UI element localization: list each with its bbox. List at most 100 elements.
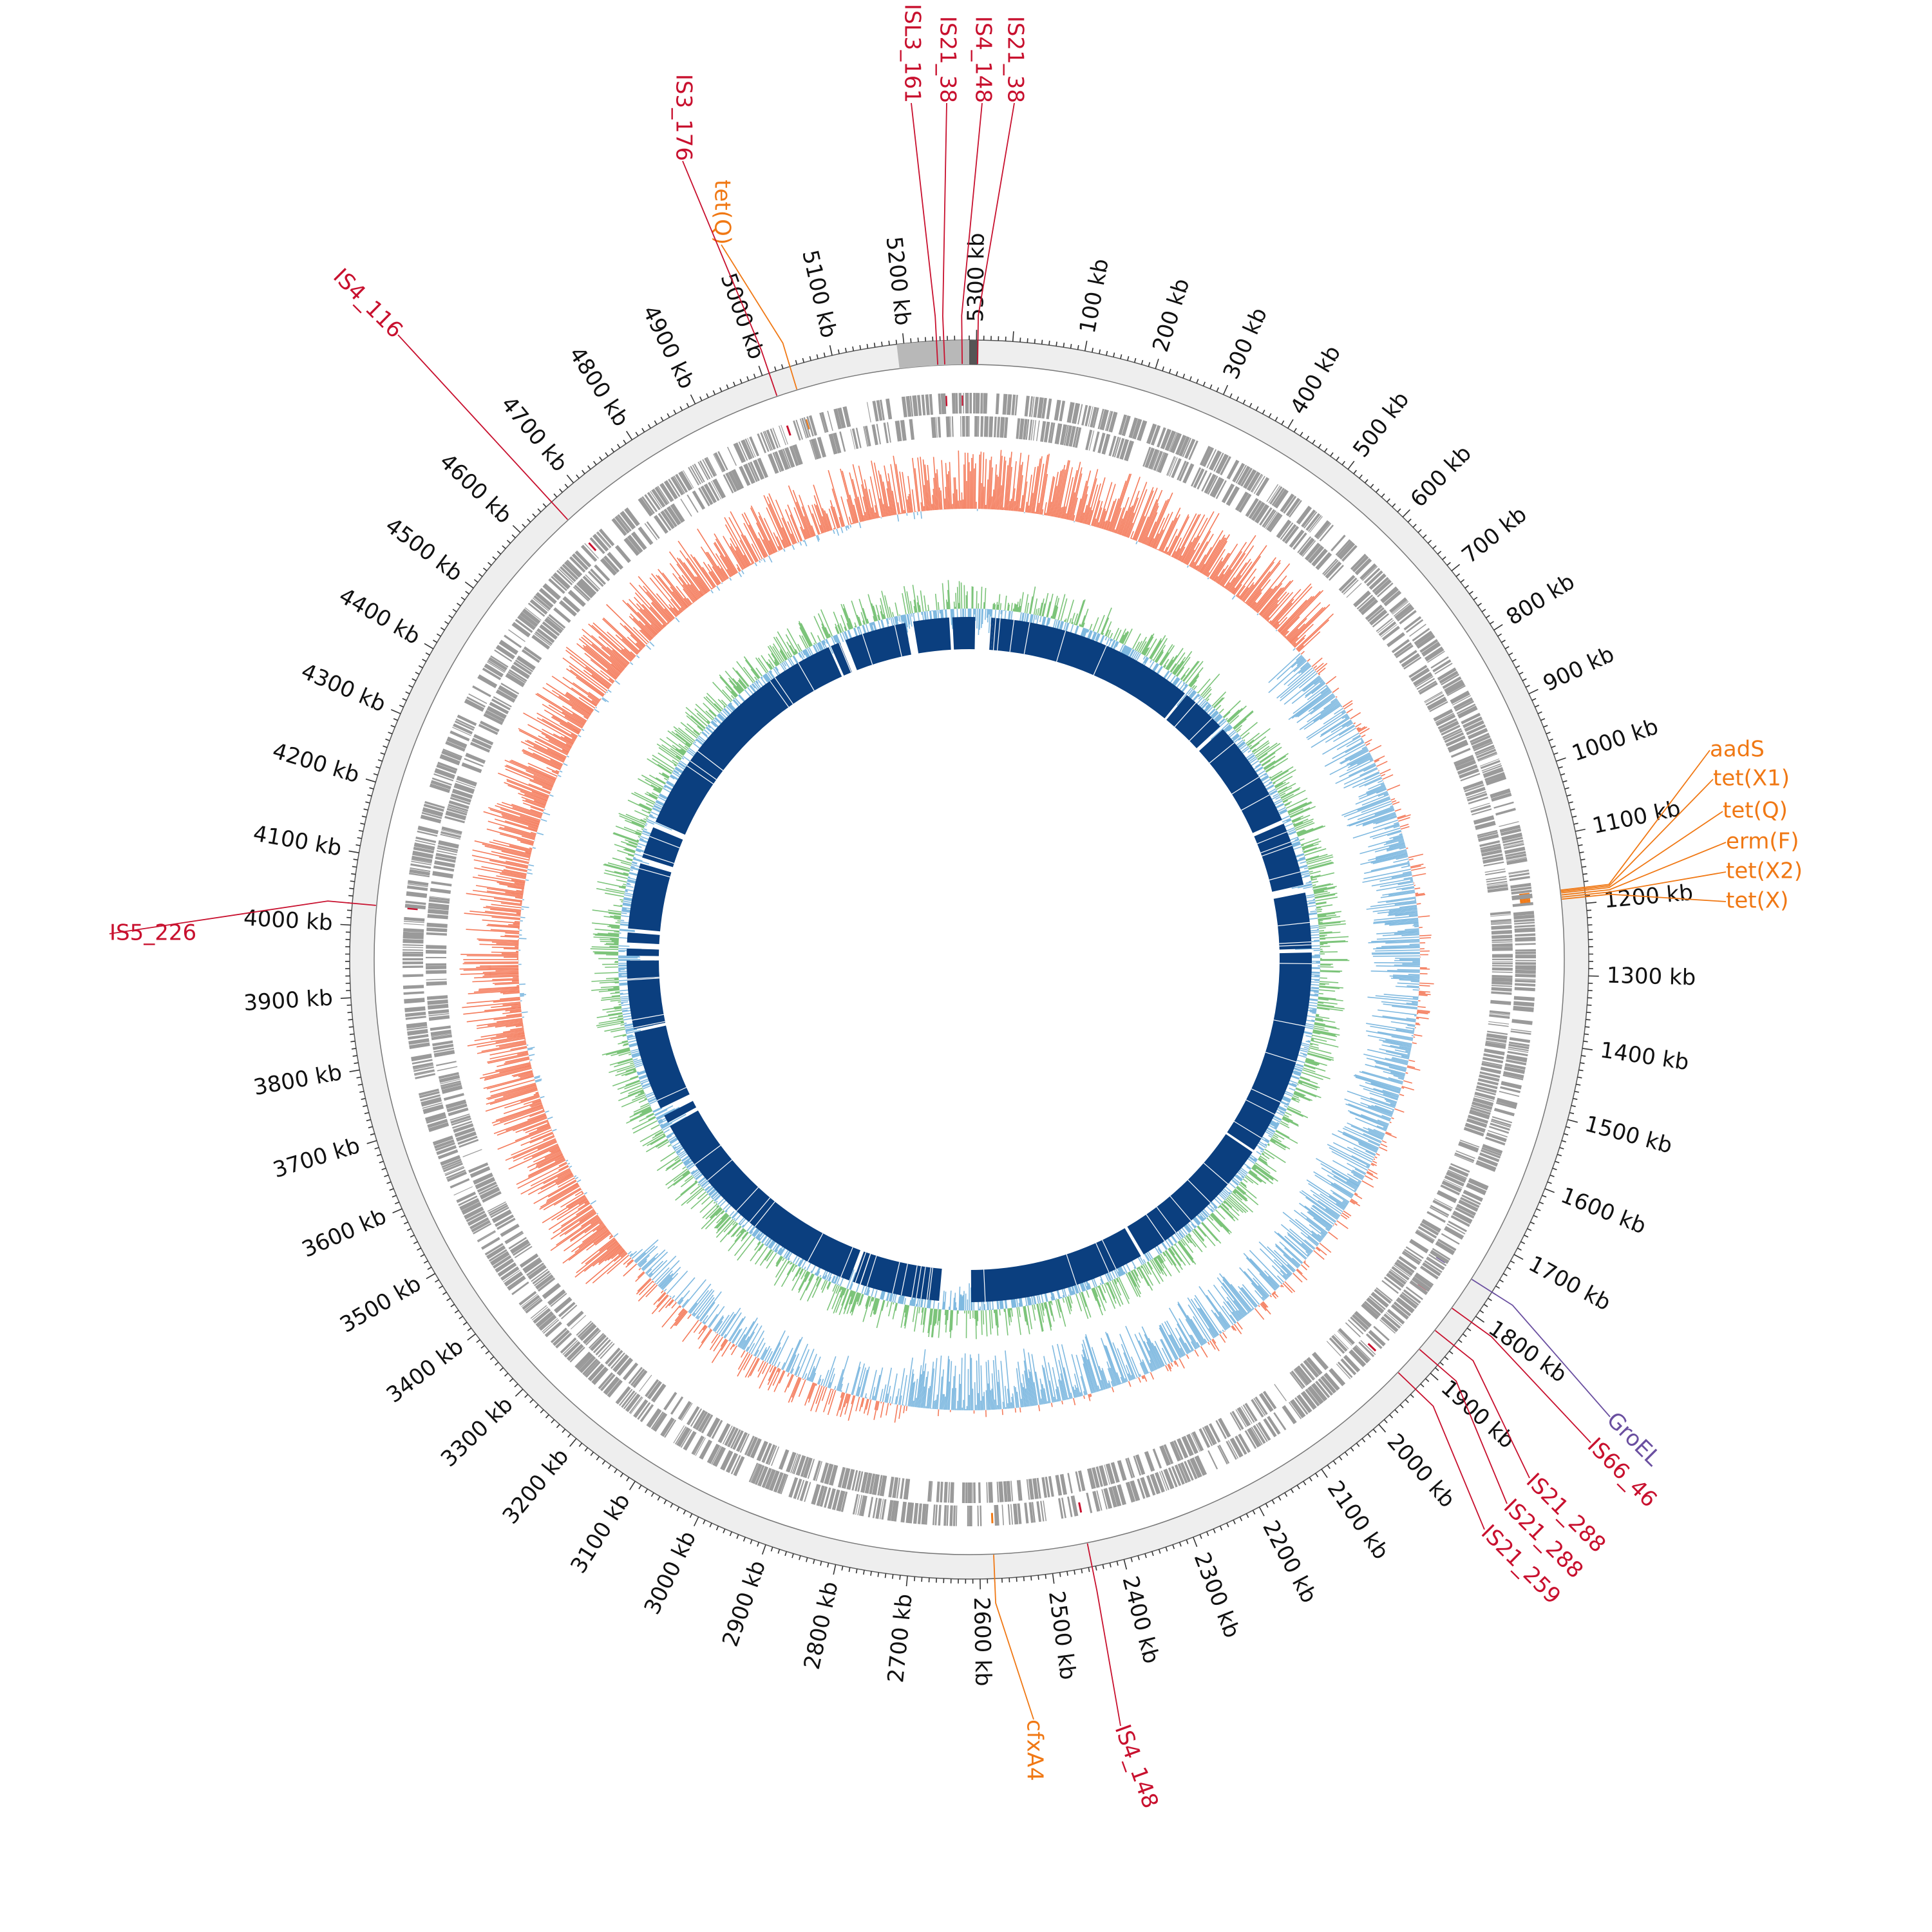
blast-segment-3: [1254, 823, 1304, 892]
tick-label-900: 900 kb: [1539, 641, 1618, 697]
blast-segment-5: [1227, 952, 1312, 1151]
tick-label-4900: 4900 kb: [637, 301, 699, 393]
feature-connector-15: [1452, 1307, 1591, 1443]
tick-label-3200: 3200 kb: [498, 1444, 574, 1530]
tick-label-5300: 5300 kb: [963, 232, 990, 322]
gc-skew-negative: [518, 509, 1421, 1411]
tick-label-3800: 3800 kb: [252, 1059, 345, 1101]
blast-segment-11: [634, 1025, 690, 1109]
tick-label-4200: 4200 kb: [269, 738, 362, 788]
tick-label-4700: 4700 kb: [496, 392, 573, 477]
tick-label-3300: 3300 kb: [436, 1392, 518, 1472]
feature-connector-2: [942, 102, 947, 365]
blast-segment-19: [845, 623, 911, 670]
tick-label-600: 600 kb: [1405, 440, 1476, 513]
tick-label-500: 500 kb: [1348, 387, 1414, 462]
feature-connector-5: [682, 160, 778, 396]
feature-connector-6: [397, 334, 569, 520]
tick-label-4600: 4600 kb: [435, 449, 517, 529]
tick-label-2500: 2500 kb: [1043, 1589, 1081, 1681]
tick-label-400: 400 kb: [1285, 341, 1346, 419]
feature-connector-8: [1560, 750, 1710, 891]
feature-connector-13: [1562, 893, 1727, 902]
gc-skew-positive: [459, 450, 1434, 1423]
tick-label-3500: 3500 kb: [336, 1271, 426, 1338]
feature-connector-20: [993, 1555, 1034, 1720]
feature-connector-1: [961, 102, 983, 365]
blast-segment-21: [952, 616, 976, 650]
blast-segment-12: [627, 960, 666, 1030]
tick-label-4300: 4300 kb: [298, 658, 390, 717]
feature-marker-8: [1519, 893, 1530, 896]
tick-label-3400: 3400 kb: [382, 1334, 469, 1408]
feature-marker-11: [1519, 897, 1530, 901]
gc-content-positive: [590, 580, 1350, 1340]
tick-label-3000: 3000 kb: [639, 1527, 702, 1618]
tick-label-4100: 4100 kb: [251, 820, 343, 861]
tick-label-3100: 3100 kb: [565, 1489, 635, 1578]
tick-label-4400: 4400 kb: [334, 583, 424, 650]
tick-label-1000: 1000 kb: [1569, 714, 1662, 766]
blast-segment-10: [664, 1101, 697, 1123]
feature-connector-7: [109, 900, 376, 934]
blast-segment-0: [990, 618, 1185, 719]
tick-label-4500: 4500 kb: [381, 513, 468, 587]
feature-label-cfxa4: cfxA4: [1022, 1719, 1048, 1781]
feature-label-is4-116: IS4_116: [328, 263, 408, 343]
feature-connector-19: [1086, 1543, 1121, 1727]
feature-label-tet-x-: tet(X): [1726, 888, 1788, 914]
tick-label-2200: 2200 kb: [1257, 1517, 1321, 1607]
tick-label-300: 300 kb: [1218, 304, 1273, 383]
feature-label-is21-38: IS21_38: [1003, 16, 1028, 103]
feature-marker-12: [1520, 899, 1531, 903]
tick-label-2700: 2700 kb: [883, 1593, 918, 1684]
feature-connector-12: [1561, 871, 1727, 898]
feature-label-tet-q-: tet(Q): [1723, 798, 1788, 824]
tick-label-4800: 4800 kb: [564, 343, 634, 431]
feature-connector-14: [1471, 1278, 1611, 1417]
cds-reverse-track: [426, 416, 1513, 1503]
tick-label-2800: 2800 kb: [799, 1579, 844, 1672]
blast-segment-22: [989, 618, 994, 650]
feature-connector-17: [1419, 1349, 1508, 1504]
tick-label-2100: 2100 kb: [1322, 1476, 1394, 1564]
tick-label-2900: 2900 kb: [717, 1557, 771, 1650]
tick-label-5100: 5100 kb: [797, 248, 842, 341]
feature-marker-19: [1078, 1502, 1083, 1513]
tick-label-5200: 5200 kb: [881, 235, 916, 327]
blast-segment-8: [853, 1251, 942, 1301]
feature-marker-18: [1367, 1343, 1377, 1352]
feature-label-tet-q-: tet(Q): [710, 180, 735, 245]
blast-segment-2: [1198, 729, 1282, 833]
feature-label-tet-x2-: tet(X2): [1726, 858, 1803, 884]
blast-segment-17: [655, 647, 842, 835]
feature-connector-9: [1560, 779, 1714, 893]
tick-label-1700: 1700 kb: [1524, 1251, 1615, 1316]
feature-marker-6: [588, 542, 597, 551]
feature-label-is3-176: IS3_176: [671, 74, 697, 161]
blast-segment-9: [670, 1110, 861, 1281]
tick-label-2400: 2400 kb: [1117, 1573, 1164, 1666]
tick-label-4000: 4000 kb: [243, 905, 334, 936]
inner-ring-border: [374, 364, 1565, 1555]
blast-segment-15: [628, 863, 672, 932]
feature-label-erm-f-: erm(F): [1726, 829, 1799, 855]
feature-connector-10: [1561, 811, 1723, 894]
tick-label-3900: 3900 kb: [243, 985, 334, 1016]
blast-segment-6: [1127, 1134, 1253, 1255]
tick-label-1100: 1100 kb: [1590, 795, 1683, 839]
tick-label-800: 800 kb: [1502, 569, 1579, 630]
feature-connector-0: [977, 102, 1015, 365]
feature-marker-13: [1520, 901, 1531, 905]
feature-marker-2: [945, 395, 948, 406]
outer-ring: [350, 340, 1589, 1579]
tick-label-2600: 2600 kb: [969, 1596, 996, 1686]
ring-layer: [349, 339, 1589, 1580]
feature-marker-4: [805, 419, 810, 430]
feature-marker-5: [786, 425, 791, 436]
feature-label-is21-38: IS21_38: [935, 16, 961, 103]
tick-label-200: 200 kb: [1148, 276, 1195, 355]
feature-connector-3: [911, 102, 938, 365]
